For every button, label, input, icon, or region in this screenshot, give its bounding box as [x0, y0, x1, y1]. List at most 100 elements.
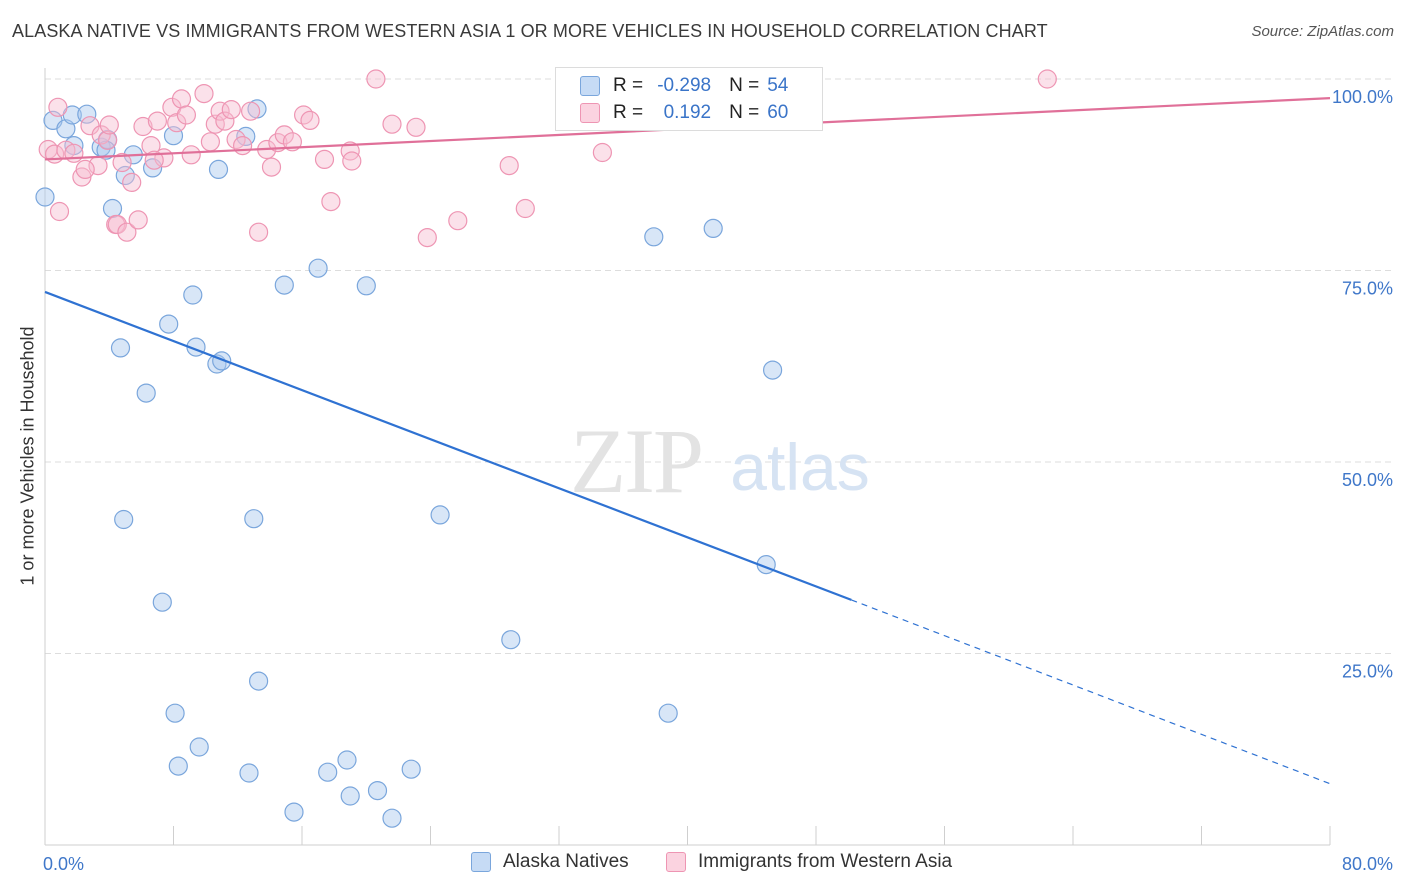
data-point [136, 383, 156, 403]
data-point [300, 110, 320, 131]
data-point [168, 756, 188, 776]
series-legend: Alaska Natives Immigrants from Western A… [0, 851, 1406, 879]
data-point [75, 159, 95, 179]
data-point [165, 703, 185, 723]
data-point [703, 218, 723, 238]
data-point [159, 314, 179, 334]
legend-r-value: -0.298 [657, 75, 712, 96]
correlation-legend: R = -0.298 N = 54 R = 0.192 N = 60 [555, 67, 823, 131]
legend-r-value: 0.192 [663, 102, 712, 123]
data-point [64, 143, 84, 163]
data-point [96, 140, 116, 160]
tick-labels: 100.0% 75.0% 50.0% 25.0% 0.0% 80.0% [43, 87, 1393, 874]
data-point [337, 750, 357, 770]
data-point [417, 228, 437, 248]
x-tick-label: 80.0% [1342, 854, 1393, 874]
data-point [167, 113, 187, 133]
data-point [382, 114, 402, 134]
legend-row-immigrants: R = 0.192 N = 60 [556, 99, 788, 127]
data-point [430, 505, 450, 525]
data-point [321, 192, 341, 212]
data-point [249, 671, 269, 691]
data-point [644, 227, 664, 247]
data-point [112, 152, 132, 173]
data-point [107, 214, 127, 235]
data-point [133, 116, 153, 137]
y-tick-label: 100.0% [1332, 87, 1393, 107]
legend-n-value: 60 [767, 102, 789, 123]
data-point [308, 258, 328, 278]
data-point [448, 211, 468, 231]
data-point [762, 360, 783, 380]
data-point [35, 187, 55, 207]
legend-item-immigrants: Immigrants from Western Asia [666, 851, 952, 873]
data-point [97, 130, 118, 150]
legend-item-alaska-natives: Alaska Natives [471, 851, 629, 873]
legend-n-label: N = [729, 102, 760, 123]
data-point [241, 101, 261, 121]
x-tick-label: 0.0% [43, 854, 84, 874]
data-point [49, 201, 70, 222]
data-point [215, 111, 235, 131]
axes [44, 68, 1331, 846]
trend-line-alaska-natives [44, 290, 852, 601]
y-tick-label: 75.0% [1342, 279, 1393, 299]
data-point [233, 136, 253, 156]
data-point [144, 150, 164, 170]
data-point [147, 111, 167, 131]
data-point [356, 276, 376, 296]
data-point [128, 210, 148, 230]
data-point [117, 222, 137, 242]
legend-item-label: Alaska Natives [503, 851, 629, 872]
watermark-zip: ZIP [570, 410, 702, 512]
data-point [274, 125, 294, 145]
data-point [318, 762, 338, 782]
data-point [282, 132, 302, 152]
data-point [208, 159, 229, 179]
data-point [274, 275, 294, 295]
data-point [189, 737, 209, 757]
y-tick-label: 25.0% [1342, 662, 1393, 682]
chart-title: ALASKA NATIVE VS IMMIGRANTS FROM WESTERN… [12, 21, 1048, 41]
legend-n-label: N = [729, 75, 760, 96]
data-point [171, 89, 192, 109]
legend-n-value: 54 [767, 75, 789, 96]
data-point [212, 351, 232, 371]
data-point [367, 780, 388, 801]
legend-item-label: Immigrants from Western Asia [698, 851, 953, 872]
series-immigrants-western-asia [38, 69, 1057, 248]
legend-swatch-blue [471, 852, 491, 872]
data-point [366, 69, 386, 89]
legend-swatch-pink [580, 103, 600, 123]
data-point [294, 105, 314, 125]
data-point [340, 786, 360, 806]
legend-row-alaska-natives: R = -0.298 N = 54 [556, 72, 788, 100]
trend-line-alaska-natives-extension [851, 599, 1331, 785]
data-point [261, 157, 282, 177]
data-point [91, 125, 111, 145]
data-point [200, 132, 220, 152]
data-point [284, 802, 304, 822]
data-point [152, 592, 172, 612]
data-point [48, 97, 68, 117]
data-point [176, 105, 196, 125]
data-point [382, 808, 402, 828]
data-point [183, 285, 203, 305]
data-point [406, 117, 426, 137]
data-point [1037, 69, 1057, 89]
legend-swatch-blue [580, 76, 600, 96]
data-point [401, 759, 421, 779]
data-point [239, 763, 259, 783]
data-point [342, 151, 362, 171]
data-point [515, 198, 535, 219]
data-point [102, 198, 123, 219]
data-point [181, 145, 201, 165]
data-point [314, 149, 335, 169]
data-point [340, 141, 360, 161]
data-point [122, 172, 142, 192]
data-point [499, 156, 519, 176]
source-label: Source: ZipAtlas.com [1251, 23, 1394, 40]
grid-lines [45, 78, 1392, 654]
legend-r-label: R = [613, 75, 644, 96]
